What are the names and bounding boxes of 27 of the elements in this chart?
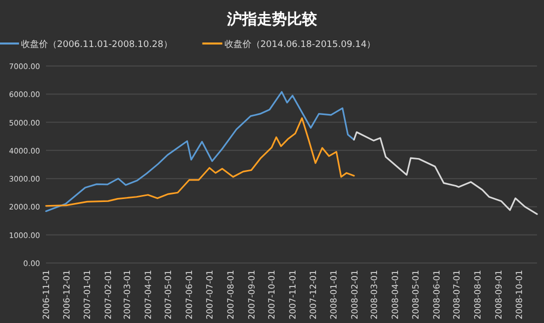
x-tick-label: 2007-12-01 <box>308 270 319 320</box>
x-tick-label: 2007-06-01 <box>185 270 196 320</box>
chart-title: 沪指走势比较 <box>226 10 318 28</box>
x-tick-label: 2007-07-01 <box>205 270 216 320</box>
legend-label: 收盘价（2014.06.18-2015.09.14） <box>224 39 376 50</box>
x-tick-label: 2008-05-01 <box>411 270 422 320</box>
x-tick-label: 2008-09-01 <box>494 270 505 320</box>
x-tick-label: 2007-08-01 <box>226 270 236 320</box>
x-tick-label: 2008-02-01 <box>350 270 361 320</box>
legend-label: 收盘价（2006.11.01-2008.10.28） <box>21 39 172 50</box>
x-tick-label: 2008-03-01 <box>370 270 380 320</box>
x-tick-label: 2008-06-01 <box>432 270 442 320</box>
x-tick-label: 2007-02-01 <box>104 270 114 320</box>
x-tick-label: 2007-09-01 <box>247 270 258 320</box>
x-tick-label: 2007-04-01 <box>144 270 154 320</box>
x-tick-label: 2007-11-01 <box>288 270 299 320</box>
x-tick-label: 2008-01-01 <box>330 270 340 320</box>
x-tick-label: 2007-10-01 <box>268 270 278 320</box>
x-tick-label: 2007-05-01 <box>164 270 174 320</box>
x-tick-label: 2008-10-01 <box>514 270 525 320</box>
x-tick-label: 2006-11-01 <box>42 270 52 320</box>
x-tick-label: 2007-03-01 <box>123 270 134 320</box>
x-tick-label: 2006-12-01 <box>62 270 72 320</box>
x-tick-label: 2008-08-01 <box>474 270 484 320</box>
x-tick-label: 2007-01-01 <box>83 270 94 320</box>
x-tick-label: 2008-07-01 <box>452 270 463 320</box>
x-tick-label: 2008-04-01 <box>391 270 402 320</box>
